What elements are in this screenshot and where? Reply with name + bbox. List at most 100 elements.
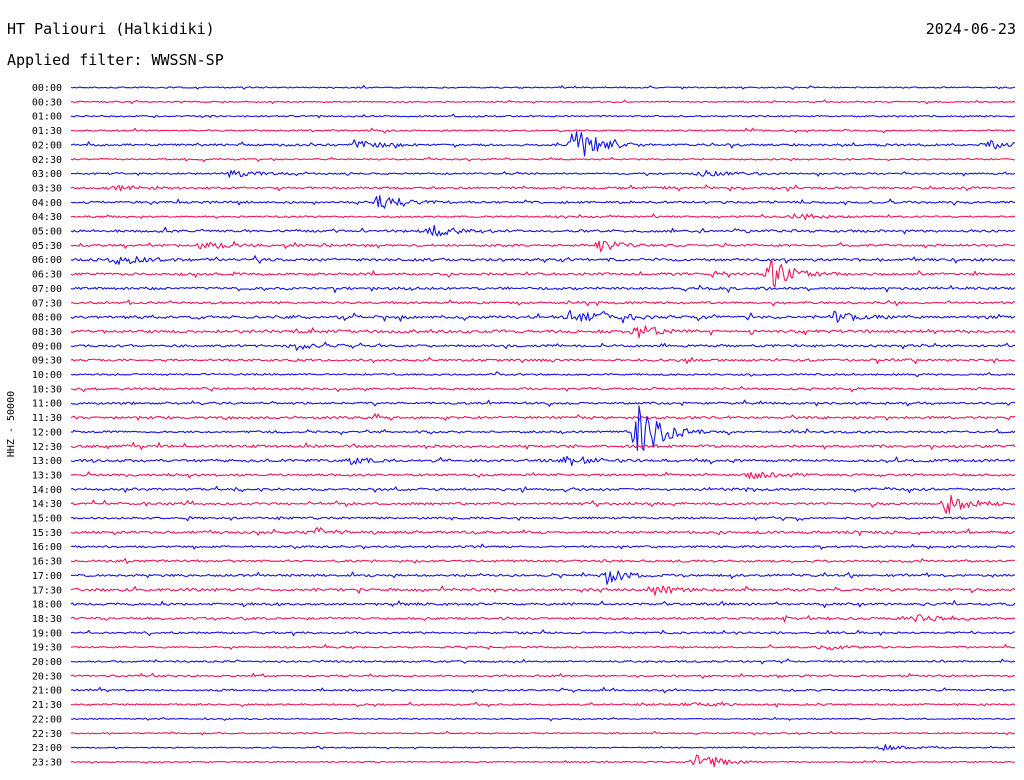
trace-row-0230 bbox=[70, 156, 1016, 162]
trace-row-1930 bbox=[70, 643, 1016, 651]
trace-row-1700 bbox=[70, 570, 1016, 585]
date-label: 2024-06-23 bbox=[925, 20, 1016, 38]
row-time-label: 16:00 bbox=[32, 542, 62, 553]
trace-row-0000 bbox=[70, 84, 1016, 90]
trace-row-0200 bbox=[70, 131, 1016, 157]
trace-row-0700 bbox=[70, 284, 1016, 293]
row-time-label: 07:30 bbox=[32, 298, 62, 309]
trace-row-2330 bbox=[70, 754, 1016, 768]
trace-row-2100 bbox=[70, 686, 1016, 694]
row-time-label: 04:00 bbox=[32, 198, 62, 209]
row-time-label: 20:30 bbox=[32, 671, 62, 682]
trace-row-0500 bbox=[70, 224, 1016, 237]
trace-row-1600 bbox=[70, 543, 1016, 550]
row-time-label: 03:00 bbox=[32, 169, 62, 180]
y-axis-title: HHZ - 50000 bbox=[6, 391, 17, 457]
trace-row-0830 bbox=[70, 325, 1016, 339]
trace-row-0900 bbox=[70, 341, 1015, 351]
row-time-label: 17:30 bbox=[32, 585, 62, 596]
row-time-label: 13:00 bbox=[32, 456, 62, 467]
row-time-label: 04:30 bbox=[32, 212, 62, 223]
row-time-label: 12:00 bbox=[32, 427, 62, 438]
row-time-label: 00:30 bbox=[32, 97, 62, 108]
trace-row-1200 bbox=[70, 405, 1016, 451]
trace-row-0130 bbox=[70, 127, 1016, 134]
row-time-label: 07:00 bbox=[32, 284, 62, 295]
trace-row-1400 bbox=[70, 485, 1016, 494]
row-time-label: 23:30 bbox=[32, 757, 62, 768]
row-time-label: 19:00 bbox=[32, 628, 62, 639]
row-time-label: 18:00 bbox=[32, 600, 62, 611]
trace-row-0530 bbox=[70, 240, 1016, 252]
trace-row-0030 bbox=[70, 99, 1016, 105]
trace-row-0100 bbox=[70, 113, 1016, 119]
row-time-label: 15:00 bbox=[32, 514, 62, 525]
row-time-label: 10:30 bbox=[32, 384, 62, 395]
row-time-label: 15:30 bbox=[32, 528, 62, 539]
row-time-label: 14:30 bbox=[32, 499, 62, 510]
trace-row-1300 bbox=[70, 455, 1016, 467]
row-time-label: 20:00 bbox=[32, 657, 62, 668]
trace-row-0300 bbox=[70, 169, 1016, 178]
trace-row-0400 bbox=[70, 195, 1016, 209]
row-time-label: 23:00 bbox=[32, 743, 62, 754]
trace-row-0630 bbox=[70, 258, 1016, 288]
row-time-label: 19:30 bbox=[32, 643, 62, 654]
row-time-label: 03:30 bbox=[32, 183, 62, 194]
row-time-label: 05:00 bbox=[32, 227, 62, 238]
trace-row-2030 bbox=[70, 672, 1016, 679]
row-time-label: 02:30 bbox=[32, 155, 62, 166]
trace-row-1730 bbox=[70, 585, 1016, 596]
trace-row-0600 bbox=[70, 255, 1016, 265]
row-time-label: 09:00 bbox=[32, 341, 62, 352]
row-time-label: 22:30 bbox=[32, 729, 62, 740]
trace-row-1000 bbox=[70, 371, 1016, 378]
trace-rows bbox=[70, 84, 1016, 768]
row-time-label: 11:30 bbox=[32, 413, 62, 424]
trace-row-2300 bbox=[70, 744, 1016, 751]
row-time-label: 21:30 bbox=[32, 700, 62, 711]
trace-row-1800 bbox=[70, 600, 1016, 609]
trace-row-2000 bbox=[70, 658, 1016, 665]
trace-row-2130 bbox=[70, 701, 1016, 708]
trace-row-1230 bbox=[70, 441, 1016, 450]
row-time-label: 08:00 bbox=[32, 313, 62, 324]
trace-row-0800 bbox=[70, 309, 1016, 324]
row-time-label: 06:30 bbox=[32, 270, 62, 281]
row-time-label: 10:00 bbox=[32, 370, 62, 381]
row-time-label: 18:30 bbox=[32, 614, 62, 625]
filter-subtitle: Applied filter: WWSSN-SP bbox=[7, 51, 224, 69]
row-time-label: 22:00 bbox=[32, 714, 62, 725]
row-labels: 00:00 00:30 01:00 01:30 02:00 02:30 03:00 03:30… bbox=[32, 83, 62, 768]
row-time-label: 14:00 bbox=[32, 485, 62, 496]
trace-row-1030 bbox=[70, 385, 1016, 393]
trace-row-2230 bbox=[70, 730, 1016, 736]
trace-row-2200 bbox=[70, 716, 1016, 722]
row-time-label: 05:30 bbox=[32, 241, 62, 252]
trace-row-1900 bbox=[70, 629, 1016, 637]
trace-row-0330 bbox=[70, 184, 1016, 192]
trace-row-1530 bbox=[70, 527, 1016, 537]
trace-row-1130 bbox=[70, 413, 1016, 422]
row-time-label: 13:30 bbox=[32, 470, 62, 481]
trace-row-1100 bbox=[70, 399, 1016, 407]
row-time-label: 01:00 bbox=[32, 112, 62, 123]
trace-row-1330 bbox=[70, 471, 1016, 480]
trace-row-1500 bbox=[70, 516, 1016, 522]
trace-row-0930 bbox=[70, 357, 1016, 365]
trace-row-1630 bbox=[70, 558, 1016, 565]
row-time-label: 01:30 bbox=[32, 126, 62, 137]
trace-row-0430 bbox=[70, 213, 1016, 221]
row-time-label: 00:00 bbox=[32, 83, 62, 94]
row-time-label: 09:30 bbox=[32, 356, 62, 367]
row-time-label: 08:30 bbox=[32, 327, 62, 338]
trace-row-1430 bbox=[70, 494, 1016, 514]
row-time-label: 12:30 bbox=[32, 442, 62, 453]
row-time-label: 02:00 bbox=[32, 140, 62, 151]
trace-row-0730 bbox=[70, 299, 1016, 307]
station-title: HT Paliouri (Halkidiki) bbox=[7, 20, 215, 38]
row-time-label: 11:00 bbox=[32, 399, 62, 410]
row-time-label: 16:30 bbox=[32, 557, 62, 568]
row-time-label: 06:00 bbox=[32, 255, 62, 266]
